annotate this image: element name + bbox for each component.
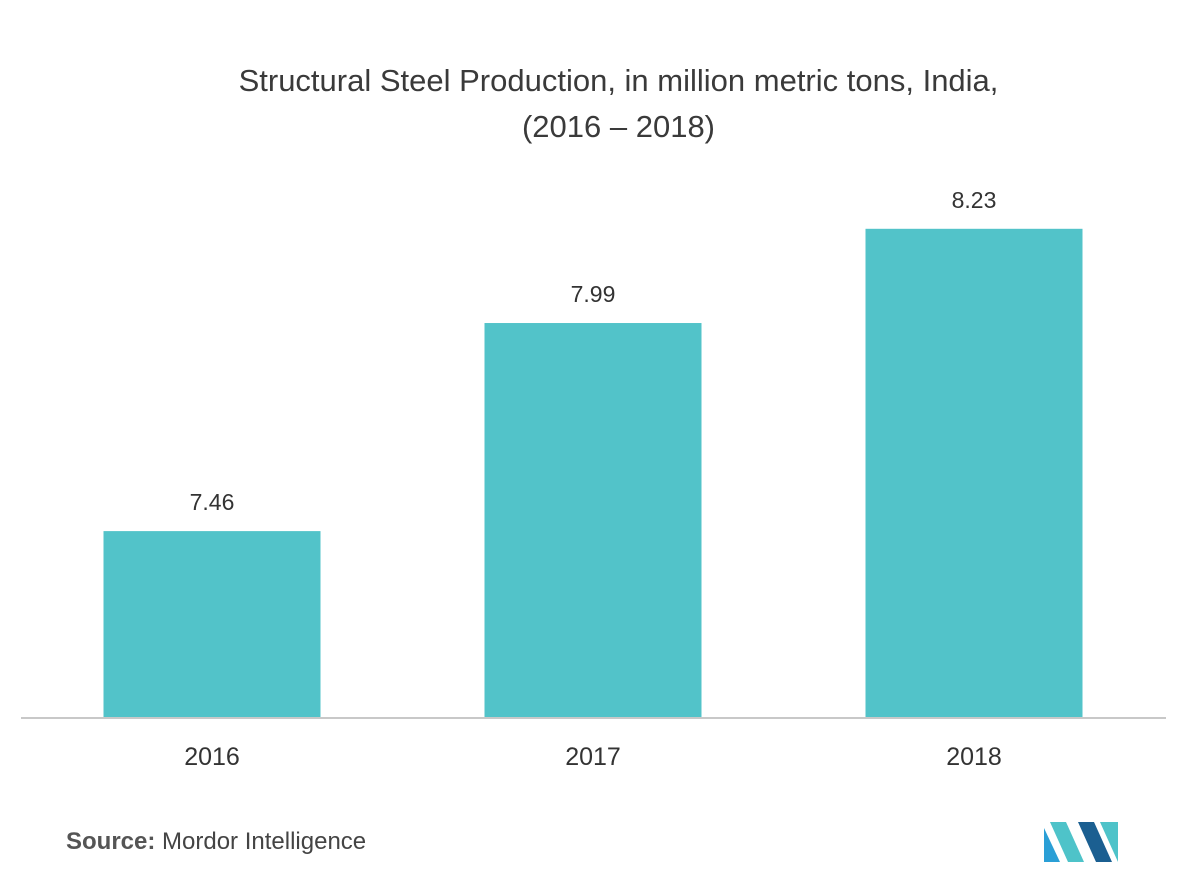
bar-2017 xyxy=(484,323,702,718)
source-text: Mordor Intelligence xyxy=(162,828,367,855)
x-tick-label-2016: 2016 xyxy=(184,743,240,771)
bar-2018 xyxy=(865,228,1083,718)
data-label-2016: 7.46 xyxy=(190,489,235,515)
source-label: Source: xyxy=(66,828,156,855)
bar-2016 xyxy=(103,531,321,718)
logo-shape-right xyxy=(1078,822,1112,862)
data-label-2018: 8.23 xyxy=(952,187,997,213)
logo-shape-left xyxy=(1044,828,1060,862)
mordor-intelligence-logo-icon xyxy=(1044,822,1118,862)
x-tick-label-2017: 2017 xyxy=(565,743,621,771)
chart-title-line2: (2016 – 2018) xyxy=(521,109,716,144)
logo-shape-far xyxy=(1100,822,1118,862)
chart-title-line1: Structural Steel Production, in million … xyxy=(238,63,999,98)
chart-title: Structural Steel Production, in million … xyxy=(0,58,1187,150)
logo-shape-mid xyxy=(1050,822,1084,862)
source-note: Source: Mordor Intelligence xyxy=(66,828,366,856)
data-label-2017: 7.99 xyxy=(571,281,616,307)
x-tick-label-2018: 2018 xyxy=(946,743,1002,771)
